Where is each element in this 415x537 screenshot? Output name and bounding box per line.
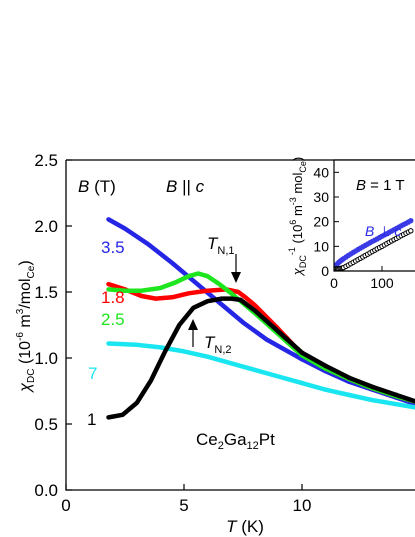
inset-y-ticks: 0 10 20 30 40 [313,164,339,279]
main-series-group [106,217,415,420]
main-x-tick-label-2: 10 [293,496,312,515]
main-point-7-8 [299,380,305,386]
main-point-1-15 [346,375,352,381]
inset-y-axis-label: χDC-1 (106 m-3 molCe) [287,157,308,276]
main-x-ticks: 0 5 10 [61,484,311,515]
inset-point-0-18 [408,217,414,224]
arrow-tn2-head [188,319,198,330]
inset-chart: 0 100 0 10 20 30 40 B = 1 T B ⊥ c χDC-1 (106 … [287,157,415,291]
main-y-tick-label-2: 1.0 [34,349,58,368]
main-point-1-14 [323,363,328,369]
main-y-tick-label-4: 2.0 [34,217,58,236]
series-label-1: 1 [87,410,96,429]
x-axis-label: T (K) [226,517,264,536]
orientation-label: B || c [166,177,205,196]
inset-x-tick-label-1: 100 [370,275,394,291]
inset-header: B = 1 T [356,177,405,194]
main-point-1-17 [394,392,399,398]
series-label-7: 7 [88,364,97,383]
inset-y-tick-label-4: 40 [313,164,329,180]
inset-y-tick-label-2: 20 [313,214,329,230]
inset-x-ticks: 0 100 [330,266,394,291]
main-point-7-9 [323,387,328,392]
inset-x-tick-label-0: 0 [330,275,338,291]
main-y-tick-label-3: 1.5 [34,283,58,302]
annotation-tn2: TN,2 [204,333,232,356]
inset-perp-label: B ⊥ c [365,223,401,239]
arrow-tn1-head [231,272,241,283]
inset-y-tick-label-1: 10 [313,238,329,254]
inset-y-tick-label-3: 30 [313,189,329,205]
y-axis-label: χDC (10-6 m3/molCe) [15,260,37,393]
main-chart: 0 5 10 0.00.51.01.52.02.5 T (K) χDC (10-6 … [15,151,415,536]
annotation-tn1: TN,1 [207,234,235,257]
main-point-7-11 [370,397,376,403]
main-series-line-7 [106,341,415,410]
main-point-1-16 [370,384,376,390]
main-y-ticks: 0.0 0.5 1.0 1.5 2.0 2.5 [34,151,72,500]
main-x-tick-label-1: 5 [179,496,188,515]
series-label-1.8: 1.8 [101,288,125,307]
main-point-7-12 [394,401,399,407]
series-label-2.5: 2.5 [101,310,125,329]
main-point-7-10 [346,392,352,398]
compound-label: Ce2Ga12Pt [196,430,275,452]
main-x-tick-label-0: 0 [61,496,70,515]
inset-y-tick-label-0: 0 [321,263,329,279]
main-y-tick-label-0: 0.0 [34,481,58,500]
series-label-3.5: 3.5 [101,238,125,257]
field-header: B (T) [78,177,116,196]
main-point-1-13 [299,350,305,356]
inset-series-group [334,217,414,271]
inset-point-1-18 [408,228,414,234]
main-y-tick-label-1: 0.5 [34,415,58,434]
main-y-tick-label-5: 2.5 [34,151,58,170]
